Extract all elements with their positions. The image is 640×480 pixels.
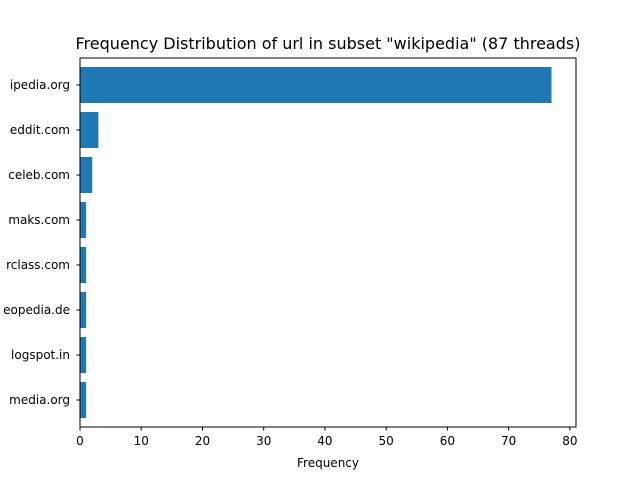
y-ticks-group: ipedia.org eddit.com celeb.com maks.com rcla… [3,78,80,407]
x-tick-label-1: 10 [134,434,149,448]
x-axis-label: Frequency [297,456,359,470]
bar-3 [80,202,87,238]
bar-0 [80,67,552,103]
bar-2 [80,157,93,193]
chart-title: Frequency Distribution of url in subset … [76,34,581,53]
bar-1 [80,112,99,148]
y-tick-label-2: celeb.com [8,168,70,182]
plot-frame [79,57,577,428]
x-ticks-group: 0 10 20 30 40 50 60 70 80 [76,427,578,448]
x-tick-label-2: 20 [195,434,210,448]
bar-5 [80,292,87,328]
y-tick-label-4: rclass.com [6,258,70,272]
bar-7 [80,382,87,418]
x-tick-label-3: 30 [256,434,271,448]
bars-group [80,67,552,418]
y-tick-label-6: logspot.in [11,348,70,362]
x-tick-label-4: 40 [317,434,332,448]
x-tick-label-0: 0 [76,434,84,448]
x-tick-label-7: 70 [501,434,516,448]
x-tick-label-5: 50 [379,434,394,448]
y-tick-label-5: eopedia.de [3,303,70,317]
y-tick-label-3: maks.com [8,213,70,227]
y-tick-label-7: media.org [9,393,70,407]
bar-6 [80,337,87,373]
x-tick-label-6: 60 [440,434,455,448]
y-tick-label-0: ipedia.org [10,78,70,92]
x-tick-label-8: 80 [562,434,577,448]
bar-4 [80,247,87,283]
y-tick-label-1: eddit.com [10,123,70,137]
